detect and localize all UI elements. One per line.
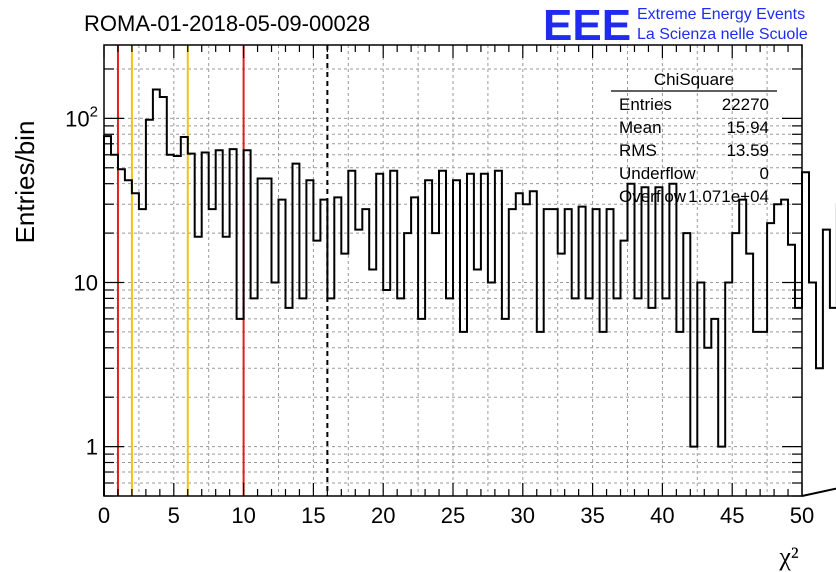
x-tick-label: 25	[441, 503, 465, 528]
stats-value: 1.071e+04	[688, 187, 769, 206]
run-title: ROMA-01-2018-05-09-00028	[84, 11, 370, 36]
x-tick-labels: 0 5 10 15 20 25 30 35 40 45 50	[98, 503, 814, 528]
y-tick-label: 102	[65, 103, 98, 131]
stats-value: 0	[760, 164, 769, 183]
x-tick-label: 50	[790, 503, 814, 528]
stats-value: 22270	[722, 95, 769, 114]
histogram-series	[103, 88, 836, 497]
stats-label: RMS	[619, 141, 657, 160]
x-tick-label: 45	[720, 503, 744, 528]
logo-line1: Extreme Energy Events	[637, 6, 805, 23]
x-tick-label: 20	[371, 503, 395, 528]
logo-line2: La Scienza nelle Scuole	[637, 26, 808, 43]
stats-label: Overflow	[619, 187, 687, 206]
eee-logo: EEE Extreme Energy Events La Scienza nel…	[543, 1, 808, 50]
x-tick-label: 30	[511, 503, 535, 528]
y-tick-label: 10	[74, 270, 98, 295]
stats-value: 15.94	[726, 118, 769, 137]
stats-value: 13.59	[726, 141, 769, 160]
x-tick-label: 40	[650, 503, 674, 528]
stats-label: Entries	[619, 95, 672, 114]
x-tick-label: 5	[168, 503, 180, 528]
axis-ticks	[103, 45, 803, 497]
stats-label: Mean	[619, 118, 662, 137]
y-tick-label: 1	[86, 435, 98, 460]
x-tick-label: 15	[301, 503, 325, 528]
reference-lines	[116, 45, 329, 496]
y-tick-labels: 1 10 102	[65, 103, 98, 459]
x-tick-label: 35	[580, 503, 604, 528]
x-axis-title: χ²	[778, 542, 799, 571]
stats-title: ChiSquare	[654, 70, 734, 89]
y-axis-title: Entries/bin	[10, 121, 40, 244]
x-tick-label: 10	[231, 503, 255, 528]
logo-mark: EEE	[543, 1, 631, 50]
stats-label: Underflow	[619, 164, 696, 183]
stats-box: ChiSquare Entries 22270 Mean 15.94 RMS 13.59 U…	[611, 70, 777, 206]
x-tick-label: 0	[98, 503, 110, 528]
